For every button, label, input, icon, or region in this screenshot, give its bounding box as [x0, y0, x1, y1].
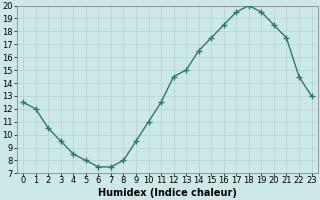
X-axis label: Humidex (Indice chaleur): Humidex (Indice chaleur) — [98, 188, 237, 198]
